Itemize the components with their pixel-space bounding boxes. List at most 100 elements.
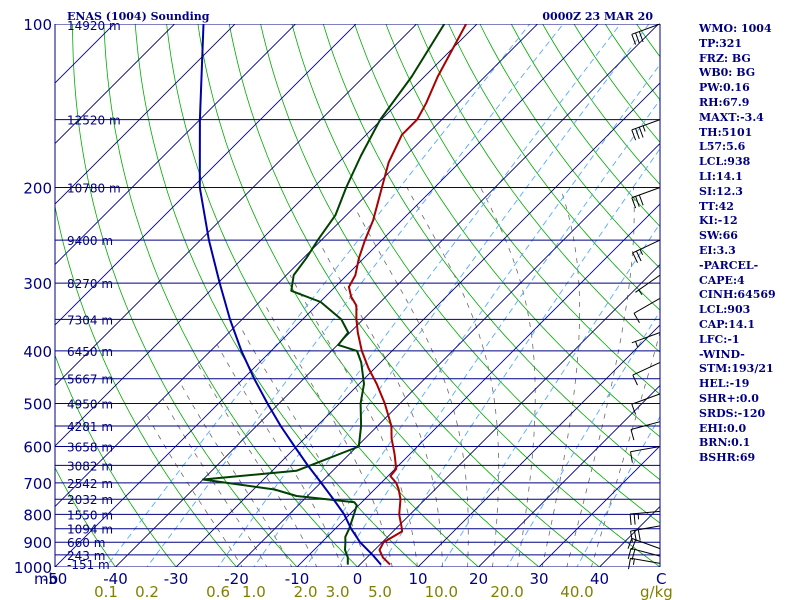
height-label: 1550 m xyxy=(67,508,113,522)
mixing-ratio-label: 40.0 xyxy=(560,583,593,600)
wind-barb xyxy=(628,557,661,570)
index-item: WB0: BG xyxy=(699,66,756,80)
height-label: 3082 m xyxy=(67,459,113,473)
moist-adiabat xyxy=(320,244,443,567)
pressure-tick-label: 300 xyxy=(23,275,52,293)
index-item: KI:-12 xyxy=(699,214,738,228)
dry-adiabat xyxy=(385,24,660,395)
moist-adiabat xyxy=(289,274,418,567)
height-label: 2032 m xyxy=(67,493,113,507)
indices-panel: WMO: 1004 TP:321 FRZ: BG WB0: BG PW:0.16 RH:6… xyxy=(699,22,799,466)
index-item: -PARCEL- xyxy=(699,258,759,272)
isotherm xyxy=(477,384,660,567)
pressure-tick-label: 400 xyxy=(23,343,52,361)
mixing-ratio-line xyxy=(305,63,660,567)
index-item: TT:42 xyxy=(699,199,734,213)
temperature-line xyxy=(347,24,467,566)
isotherm xyxy=(55,24,418,387)
moist-adiabat xyxy=(263,301,393,567)
dry-adiabat xyxy=(166,24,480,567)
pressure-tick-label: 200 xyxy=(23,180,52,198)
isotherm xyxy=(235,142,660,567)
pressure-tick-label: 700 xyxy=(23,475,52,493)
temperature-tick-label: 10 xyxy=(408,570,427,588)
moist-adiabat xyxy=(480,187,536,567)
valid-time: 0000Z 23 MAR 20 xyxy=(542,10,653,23)
wind-barb xyxy=(631,393,661,415)
wind-barb xyxy=(629,510,661,526)
wind-barb-layer xyxy=(627,23,661,570)
wind-barb xyxy=(630,421,661,441)
isotherm xyxy=(296,203,660,567)
index-item: BRN:0.1 xyxy=(699,436,751,450)
dry-adiabat xyxy=(55,354,177,567)
wind-barb xyxy=(630,446,661,463)
dry-adiabat xyxy=(322,24,660,481)
isotherm xyxy=(55,24,236,205)
mixing-ratio-line xyxy=(576,415,660,567)
isotherm xyxy=(55,24,478,447)
mixing-ratio-label: 0.2 xyxy=(135,583,159,600)
index-item: BSHR:69 xyxy=(699,451,756,465)
height-label: 243 m xyxy=(67,549,105,563)
mixing-ratio-label: 0.6 xyxy=(206,583,230,600)
isotherm xyxy=(55,24,539,508)
mixing-ratio-label: 5.0 xyxy=(368,583,392,600)
isotherm xyxy=(538,445,660,567)
isotherm xyxy=(356,263,660,567)
isotherm xyxy=(175,82,660,567)
height-label: 5667 m xyxy=(67,373,113,387)
wind-barb xyxy=(633,297,661,324)
index-item: HEL:-19 xyxy=(699,377,750,391)
mixing-ratio-label: 10.0 xyxy=(425,583,458,600)
wind-barb xyxy=(627,547,661,561)
temperature-tick-label: 30 xyxy=(529,570,548,588)
dry-adiabat xyxy=(55,466,116,567)
moist-adiabat xyxy=(590,331,660,567)
index-item: SRDS:-120 xyxy=(699,406,766,420)
index-item: EI:3.3 xyxy=(699,243,736,257)
height-label: 14920 m xyxy=(67,19,121,33)
index-item: WMO: 1004 xyxy=(699,22,772,35)
moist-adiabat xyxy=(406,187,500,567)
wind-barb xyxy=(632,239,661,263)
index-item: EHI:0.0 xyxy=(699,421,747,435)
mixing-ratio-line xyxy=(506,310,660,567)
wind-barb xyxy=(631,187,661,209)
index-item: RH:67.9 xyxy=(699,95,750,109)
index-item: LCL:938 xyxy=(699,155,751,169)
isotherm xyxy=(55,24,599,567)
pressure-tick-label: 1000 xyxy=(14,559,52,577)
temperature-tick-label: -20 xyxy=(224,570,249,588)
isotherm xyxy=(55,24,176,145)
pressure-tick-label: 600 xyxy=(23,439,52,457)
mixing-ratio-line xyxy=(146,24,564,567)
index-item: STM:193/21 xyxy=(699,362,774,376)
index-item: FRZ: BG xyxy=(699,51,751,65)
mixing-ratio-line xyxy=(379,147,660,567)
wind-barb xyxy=(630,525,661,542)
pressure-tick-label: 500 xyxy=(23,396,52,414)
temperature-tick-label: 0 xyxy=(353,570,363,588)
dry-adiabat xyxy=(228,24,601,567)
wind-barb xyxy=(631,119,661,141)
index-item: LI:14.1 xyxy=(699,169,743,183)
temperature-tick-label: -40 xyxy=(103,570,128,588)
dry-adiabat xyxy=(72,24,298,567)
dry-adiabat xyxy=(354,24,660,438)
height-label: 10780 m xyxy=(67,182,121,196)
dry-adiabat xyxy=(291,24,660,524)
mixing-ratio-line xyxy=(217,24,621,567)
parcel-line xyxy=(198,24,382,566)
isotherm xyxy=(55,24,297,266)
height-label: 660 m xyxy=(67,536,105,550)
wind-barb xyxy=(631,23,661,45)
mixing-ratio-label: 20.0 xyxy=(490,583,523,600)
mixing-ratio-line xyxy=(337,99,660,567)
index-item: SW:66 xyxy=(699,229,738,243)
index-item: SI:12.3 xyxy=(699,184,743,198)
pressure-tick-label: 100 xyxy=(23,16,52,34)
dry-adiabat xyxy=(260,24,660,567)
temperature-tick-label: -50 xyxy=(43,570,68,588)
